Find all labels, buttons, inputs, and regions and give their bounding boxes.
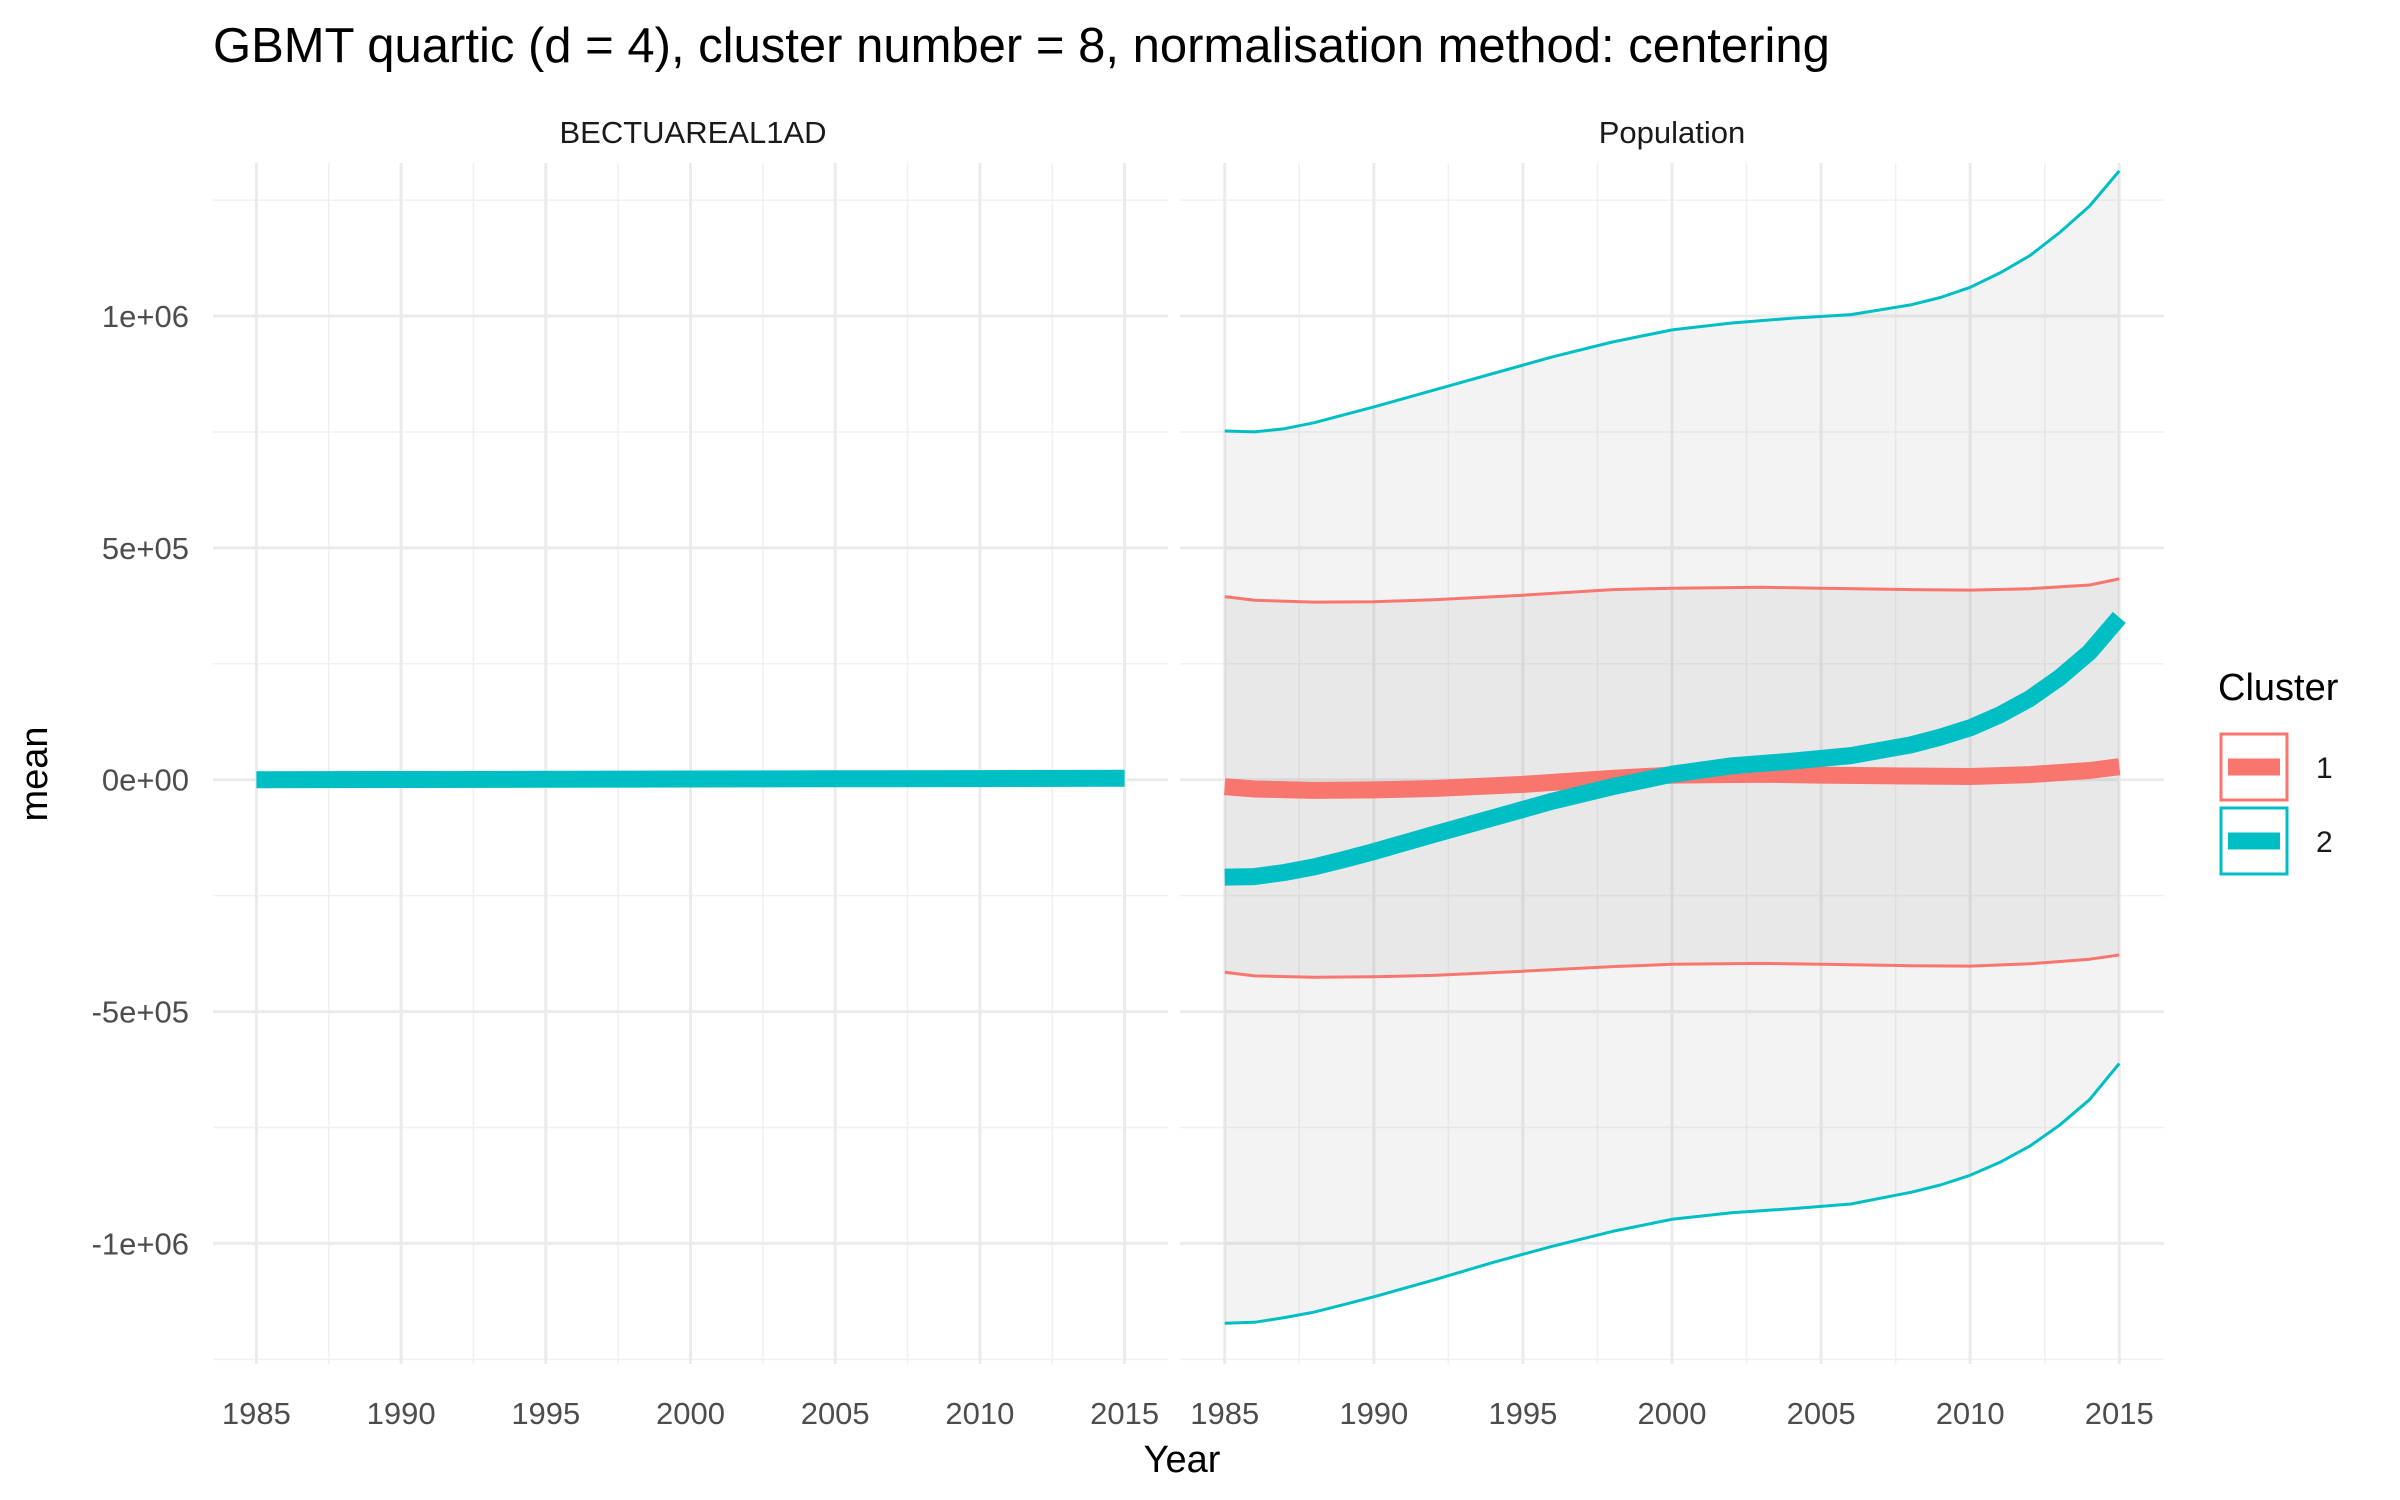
legend-label: 2 [2316, 826, 2333, 859]
y-tick-label: -5e+05 [92, 995, 189, 1030]
strip-label-left: BECTUAREAL1AD [559, 115, 826, 150]
y-tick-label: 1e+06 [102, 299, 189, 334]
x-tick-labels-left: 1985 1990 1995 2000 2005 2010 2015 [222, 1396, 1159, 1431]
y-tick-label: 0e+00 [102, 763, 189, 798]
y-axis-title: mean [14, 726, 56, 821]
x-tick-label: 1985 [1190, 1396, 1259, 1431]
panel-left: BECTUAREAL1AD 1985 1990 1995 2000 2005 2010 20… [213, 115, 1168, 1431]
x-tick-label: 1985 [222, 1396, 291, 1431]
x-tick-label: 2000 [1638, 1396, 1707, 1431]
legend-keys: 12 [2221, 734, 2333, 874]
legend-title: Cluster [2218, 667, 2339, 709]
x-tick-label: 1990 [367, 1396, 436, 1431]
x-tick-label: 1990 [1339, 1396, 1408, 1431]
x-tick-label: 2010 [1936, 1396, 2005, 1431]
x-tick-label: 2010 [945, 1396, 1014, 1431]
x-tick-labels-right: 1985 1990 1995 2000 2005 2010 2015 [1190, 1396, 2154, 1431]
x-tick-label: 2000 [656, 1396, 725, 1431]
cluster-2-mean-line [256, 778, 1124, 779]
x-tick-label: 2005 [801, 1396, 870, 1431]
legend: Cluster 12 [2218, 667, 2339, 874]
x-tick-label: 2015 [1090, 1396, 1159, 1431]
series-layer-right [1225, 171, 2120, 1323]
chart-title: GBMT quartic (d = 4), cluster number = 8… [213, 19, 1830, 73]
series-layer-left [256, 778, 1124, 779]
x-tick-label: 1995 [1488, 1396, 1557, 1431]
grid-left [213, 163, 1168, 1364]
legend-label: 1 [2316, 752, 2333, 785]
x-tick-label: 2015 [2085, 1396, 2154, 1431]
panel-right: Population 1985 1990 1995 2000 2005 2010 2015 [1180, 115, 2164, 1431]
y-tick-labels: 1e+06 5e+05 0e+00 -5e+05 -1e+06 [92, 299, 189, 1261]
y-tick-label: 5e+05 [102, 531, 189, 566]
strip-label-right: Population [1599, 115, 1746, 150]
x-axis-title: Year [1144, 1439, 1221, 1481]
x-tick-label: 2005 [1787, 1396, 1856, 1431]
x-tick-label: 1995 [511, 1396, 580, 1431]
y-tick-label: -1e+06 [92, 1226, 189, 1261]
